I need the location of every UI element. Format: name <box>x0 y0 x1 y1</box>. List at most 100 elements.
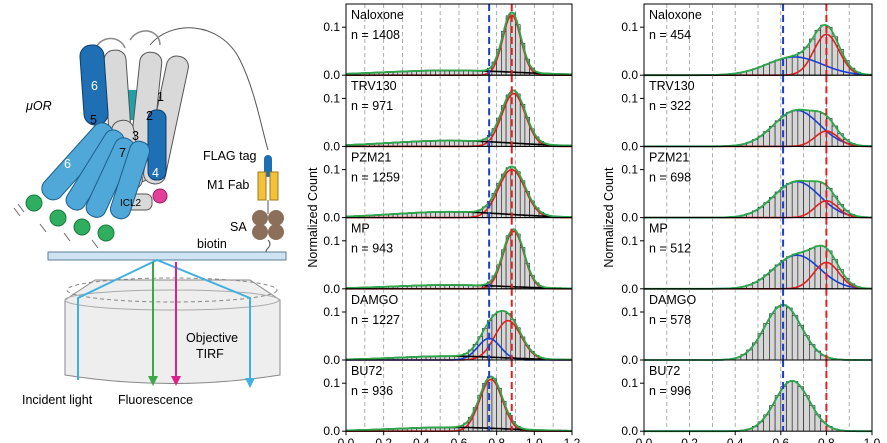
x-tick-label: 1.2 <box>564 436 581 443</box>
helix-label-5: 5 <box>90 113 97 127</box>
helix-label-4: 4 <box>152 166 159 180</box>
y-tick-label: 0.0 <box>621 139 638 153</box>
helix-label-3: 3 <box>132 129 139 143</box>
x-tick-label: 0.0 <box>338 436 355 443</box>
subplot-name: Naloxone <box>351 8 404 22</box>
y-tick-label: 0.1 <box>323 376 340 390</box>
subplot-damgo: 0.0 0.1 DAMGO n = 1227 <box>323 288 573 367</box>
subplot-mp: 0.0 0.1 MP n = 943 <box>323 217 573 296</box>
subplot-trv130: 0.0 0.1 TRV130 n = 971 <box>323 74 573 153</box>
histogram-bar <box>791 381 799 432</box>
subplot-name: MP <box>649 222 668 236</box>
histogram-bar <box>774 395 782 432</box>
histogram-panel-middle: 0.0 0.1 Naloxone n = 1408 0.0 0.1 TRV130 n = 97… <box>306 3 581 443</box>
y-tick-label: 0.1 <box>621 234 638 248</box>
histogram-bar <box>491 378 497 432</box>
histogram-bar <box>791 109 799 147</box>
subplot-naloxone: 0.0 0.1 Naloxone n = 1408 <box>323 3 573 82</box>
histogram-bar <box>786 56 793 76</box>
subplot-damgo: 0.0 0.1 DAMGO n = 578 <box>621 288 873 367</box>
tirf-label: TIRF <box>196 347 224 361</box>
x-tick-label: 0.6 <box>772 436 789 443</box>
dye-dots <box>25 194 115 242</box>
x-tick-label: 0.8 <box>488 436 505 443</box>
helix-label-2: 2 <box>146 109 153 123</box>
y-tick-label: 0.1 <box>621 91 638 105</box>
receptor-schematic: 6 5 1 2 3 7 6 4 ICL2 μOR FLAG tag M1 Fab… <box>13 27 287 407</box>
x-tick-label: 0.2 <box>375 436 392 443</box>
glass-slide <box>47 251 287 261</box>
histogram-bar <box>774 191 782 218</box>
histogram-bar <box>797 180 804 218</box>
y-axis-label: Normalized Count <box>306 167 320 268</box>
subplot-bu72: 0.0 0.1 BU72 n = 996 <box>621 359 873 438</box>
y-axis-label: Normalized Count <box>602 167 616 268</box>
subplot-n: n = 512 <box>649 242 691 256</box>
histogram-bar <box>786 381 793 432</box>
y-tick-label: 0.0 <box>621 68 638 82</box>
subplot-name: PZM21 <box>649 150 689 164</box>
subplot-n: n = 578 <box>649 313 691 327</box>
histogram-bar <box>803 395 810 432</box>
histogram-bar <box>774 306 782 361</box>
histogram-bar <box>791 315 799 361</box>
histogram-bar <box>774 59 782 76</box>
y-tick-label: 0.1 <box>621 163 638 177</box>
y-tick-label: 0.0 <box>621 211 638 225</box>
x-tick-label: 0.4 <box>413 436 430 443</box>
x-tick-label: 1.0 <box>864 436 881 443</box>
subplot-name: DAMGO <box>351 293 399 307</box>
fluorescence-label: Fluorescence <box>118 393 193 407</box>
light-blue-helices <box>41 122 151 220</box>
incident-light-label: Incident light <box>22 393 93 407</box>
streptavidin-icon <box>252 210 284 240</box>
fit-curve-total <box>346 165 572 218</box>
x-tick-label: 0.0 <box>636 436 653 443</box>
subplot-n: n = 1227 <box>351 313 400 327</box>
y-tick-label: 0.0 <box>621 353 638 367</box>
histogram-bar <box>791 253 799 290</box>
y-tick-label: 0.1 <box>323 91 340 105</box>
subplot-name: MP <box>351 222 370 236</box>
fit-curve-high <box>346 14 572 76</box>
subplot-n: n = 943 <box>351 242 393 256</box>
histogram-bar <box>774 120 782 147</box>
histogram-bar <box>786 307 793 361</box>
fluor-pink-arrow <box>171 376 181 386</box>
histogram-bar <box>797 386 804 432</box>
subplot-n: n = 1259 <box>351 170 400 184</box>
fit-curve-total <box>346 375 572 432</box>
histogram-bar <box>769 61 776 76</box>
y-tick-label: 0.1 <box>323 305 340 319</box>
icl2-label: ICL2 <box>120 198 142 209</box>
subplot-name: BU72 <box>351 364 382 378</box>
histogram-bar <box>786 183 793 218</box>
y-tick-label: 0.0 <box>323 353 340 367</box>
y-tick-label: 0.1 <box>621 305 638 319</box>
flag-tag-label: FLAG tag <box>203 149 257 163</box>
x-tick-label: 1.0 <box>526 436 543 443</box>
subplot-n: n = 936 <box>351 384 393 398</box>
subplot-naloxone: 0.0 0.1 Naloxone n = 454 <box>621 3 873 82</box>
fit-curve-total <box>346 228 572 290</box>
y-tick-label: 0.0 <box>323 211 340 225</box>
m1-fab-label: M1 Fab <box>207 178 249 192</box>
n-terminal-loop <box>149 27 269 151</box>
incident-beam <box>77 258 251 380</box>
histogram-bar <box>814 29 821 76</box>
y-tick-label: 0.1 <box>323 20 340 34</box>
x-tick-label: 0.8 <box>818 436 835 443</box>
subplot-name: DAMGO <box>649 293 697 307</box>
fit-curve-total <box>346 11 572 76</box>
subplot-n: n = 698 <box>649 170 691 184</box>
histogram-bar <box>496 311 502 361</box>
y-tick-label: 0.1 <box>323 163 340 177</box>
helix-label-6a: 6 <box>91 79 98 93</box>
y-tick-label: 0.0 <box>323 68 340 82</box>
subplot-name: Naloxone <box>649 8 702 22</box>
y-tick-label: 0.1 <box>621 376 638 390</box>
m1-fab-icon <box>257 171 279 201</box>
biotin-label: biotin <box>197 237 227 251</box>
histogram-bar <box>791 181 799 218</box>
subplot-name: TRV130 <box>649 79 695 93</box>
